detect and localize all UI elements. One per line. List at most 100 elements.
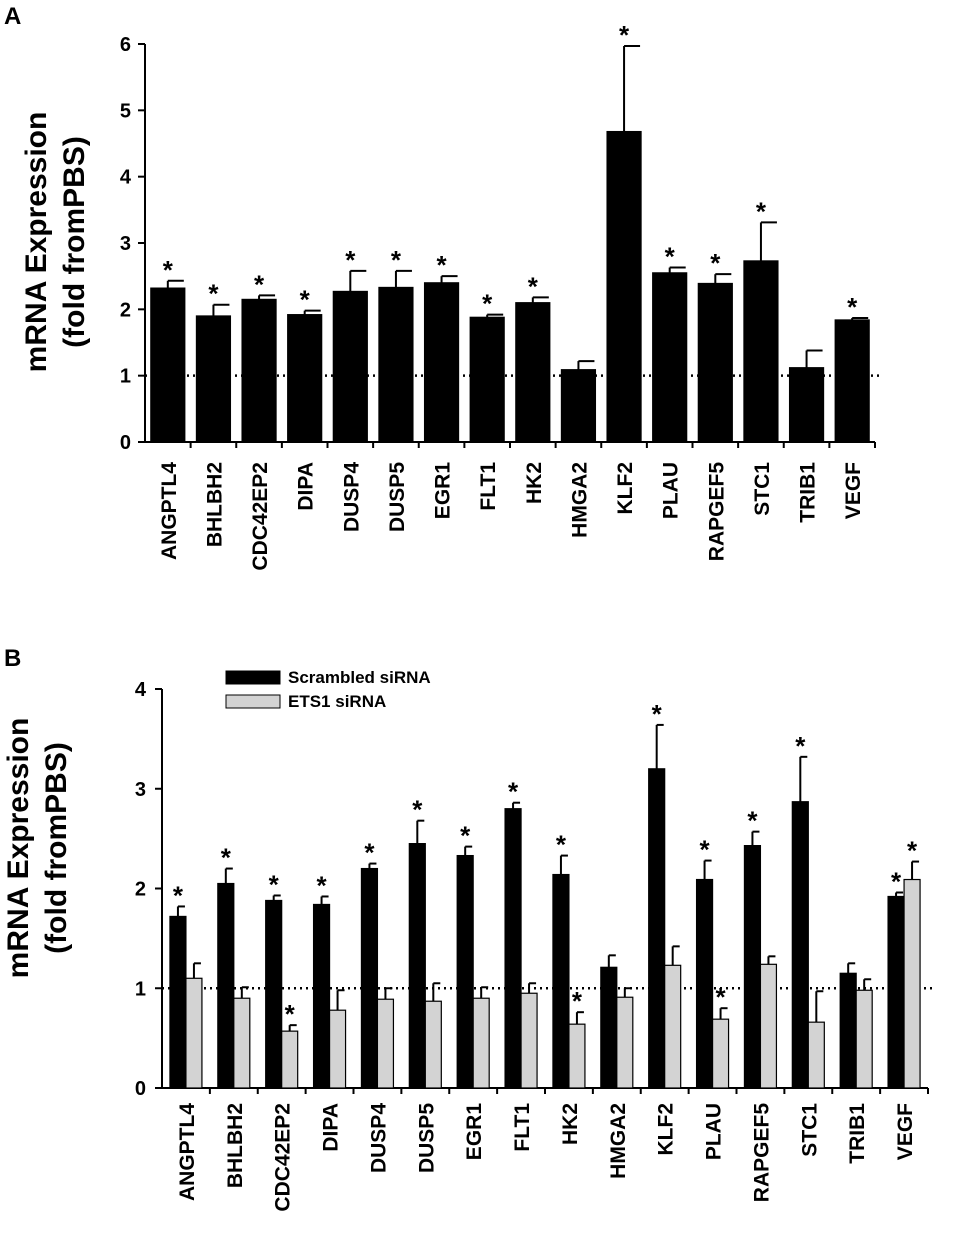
panel-a-significance-star: * xyxy=(391,245,402,275)
panel-b-bar xyxy=(328,1009,347,1089)
panel-a-bar xyxy=(606,130,642,443)
panel-a-category-label: CDC42EP2 xyxy=(249,462,272,571)
panel-b-significance-star: * xyxy=(652,699,663,729)
panel-a-bar xyxy=(652,272,688,443)
panel-b-bar xyxy=(648,768,666,1089)
panel-b-category-label: EGR1 xyxy=(463,1103,486,1161)
panel-b-y-tick-label: 0 xyxy=(135,1078,146,1100)
panel-a-bar xyxy=(287,314,323,443)
legend-label-scrambled: Scrambled siRNA xyxy=(288,668,431,687)
panel-b-bar xyxy=(616,996,634,1089)
panel-b-category-label: RAPGEF5 xyxy=(750,1103,773,1203)
panel-a-significance-star: * xyxy=(619,20,630,50)
panel-b-y-tick-label: 4 xyxy=(135,679,147,701)
panel-a-significance-star: * xyxy=(163,255,174,285)
panel-a-category-label: STC1 xyxy=(751,462,774,516)
panel-b-significance-star: * xyxy=(460,821,471,851)
panel-b-significance-star: * xyxy=(317,870,328,900)
panel-a-chart: 0 1 2 3 4 5 6 ANGPTL4 * BHLBH2 * CDC42EP2 * DIPA * DUSP… xyxy=(120,20,883,571)
panel-a-y-tick-label: 0 xyxy=(120,432,131,454)
panel-a-significance-star: * xyxy=(345,245,356,275)
panel-a-bar xyxy=(378,286,414,443)
panel-a-category-label: KLF2 xyxy=(614,462,637,515)
panel-b-bar xyxy=(887,895,905,1089)
panel-a-bar xyxy=(423,282,460,443)
panel-b-bar xyxy=(312,903,331,1089)
panel-b-significance-star: * xyxy=(700,835,711,865)
panel-b-bar xyxy=(807,1021,825,1089)
panel-b-significance-star: * xyxy=(556,830,567,860)
legend: Scrambled siRNA ETS1 siRNA xyxy=(225,668,431,711)
panel-a-significance-star: * xyxy=(528,271,539,301)
panel-b-significance-star: * xyxy=(747,806,758,836)
panel-b-significance-star: * xyxy=(221,843,232,873)
panel-b-significance-star: * xyxy=(269,869,280,899)
panel-a-bar xyxy=(788,367,825,443)
panel-a-bar xyxy=(469,316,505,443)
panel-b-significance-star: * xyxy=(173,880,184,910)
panel-a-category-label: BHLBH2 xyxy=(203,462,226,547)
panel-a-y-tick-label: 2 xyxy=(120,299,131,321)
panel-b-bar xyxy=(743,845,762,1089)
panel-b-category-label: HK2 xyxy=(559,1103,582,1145)
panel-b-significance-star: * xyxy=(572,986,583,1016)
panel-a-bar xyxy=(560,369,597,443)
panel-a-bar xyxy=(743,260,779,443)
panel-b-ylabel-line2: (fold fromPBS) xyxy=(40,742,73,954)
panel-a-bar xyxy=(515,302,551,443)
panel-b-bar xyxy=(456,854,474,1089)
panel-a-significance-star: * xyxy=(482,289,493,319)
panel-b-bar xyxy=(408,843,426,1089)
panel-b-chart: 01234ANGPTL4*BHLBH2*CDC42EP2**DIPA*DUSP4… xyxy=(135,679,936,1212)
panel-b-category-label: CDC42EP2 xyxy=(272,1103,295,1212)
panel-b-significance-star: * xyxy=(508,777,519,807)
panel-b-category-label: DIPA xyxy=(320,1103,343,1152)
panel-a-bar xyxy=(697,282,733,443)
panel-b-bar xyxy=(520,992,538,1089)
legend-label-ets1: ETS1 siRNA xyxy=(288,692,386,711)
panel-a-y-tick-label: 6 xyxy=(120,34,131,56)
panel-b-letter: B xyxy=(4,645,21,672)
panel-a-letter: A xyxy=(4,3,21,30)
panel-b-bar xyxy=(360,867,379,1089)
panel-a-category-label: FLT1 xyxy=(477,462,500,511)
panel-a-significance-star: * xyxy=(756,196,767,226)
panel-b-category-label: DUSP4 xyxy=(367,1103,390,1173)
panel-b-bar xyxy=(791,801,809,1089)
panel-b-bar xyxy=(424,1000,442,1089)
panel-b-significance-star: * xyxy=(412,795,423,825)
panel-a-y-tick-label: 4 xyxy=(120,167,132,189)
panel-a-significance-star: * xyxy=(710,248,721,278)
panel-b-significance-star: * xyxy=(907,836,918,866)
panel-a-category-label: VEGF xyxy=(842,462,865,519)
panel-b-category-label: TRIB1 xyxy=(846,1103,869,1164)
panel-a-category-label: RAPGEF5 xyxy=(705,462,728,562)
panel-a-bar xyxy=(332,290,368,443)
panel-b-bar xyxy=(759,963,778,1089)
panel-b-category-label: DUSP5 xyxy=(415,1103,438,1173)
panel-b-significance-star: * xyxy=(716,982,727,1012)
panel-b-ylabel-line1: mRNA Expression xyxy=(2,718,35,979)
panel-b-bar xyxy=(695,878,714,1089)
legend-swatch-scrambled xyxy=(225,670,281,685)
panel-a-ylabel-line2: (fold fromPBS) xyxy=(58,136,91,348)
panel-a-y-tick-label: 3 xyxy=(120,233,131,255)
panel-b-y-tick-label: 2 xyxy=(135,879,146,901)
panel-b-bar xyxy=(568,1023,586,1089)
panel-b-bar xyxy=(217,882,235,1089)
panel-a-category-label: HK2 xyxy=(523,462,546,504)
panel-a-y-tick-label: 1 xyxy=(120,366,131,388)
panel-a-category-label: ANGPTL4 xyxy=(158,462,181,560)
panel-a-significance-star: * xyxy=(208,279,219,309)
panel-b-category-label: HMGA2 xyxy=(607,1103,630,1179)
panel-b-bar xyxy=(281,1030,299,1089)
panel-a-category-label: DUSP5 xyxy=(386,462,409,532)
panel-b-bar xyxy=(472,997,490,1089)
panel-a-category-label: DUSP4 xyxy=(340,462,363,532)
panel-a-significance-star: * xyxy=(254,269,265,299)
panel-b-bar xyxy=(664,964,682,1089)
panel-b-significance-star: * xyxy=(795,731,806,761)
panel-a-category-label: HMGA2 xyxy=(568,462,591,538)
panel-b-significance-star: * xyxy=(285,999,296,1029)
